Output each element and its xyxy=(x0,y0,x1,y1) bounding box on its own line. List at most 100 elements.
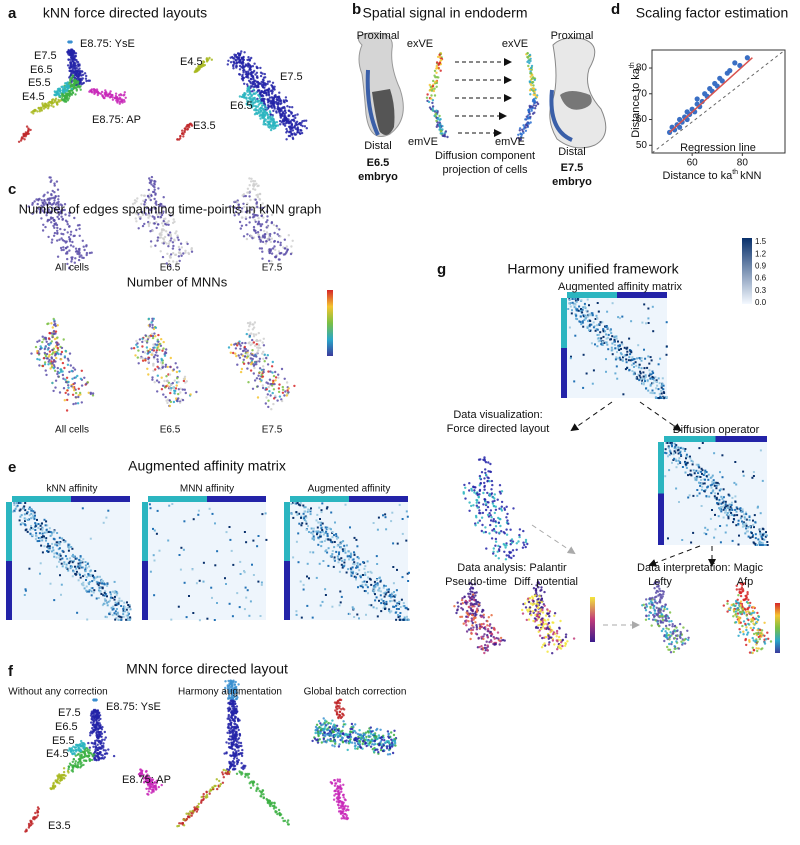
cell xyxy=(272,397,276,400)
cell xyxy=(748,651,752,654)
cell xyxy=(255,339,258,343)
cell xyxy=(534,94,537,97)
cell xyxy=(149,240,153,243)
cell xyxy=(185,380,188,383)
cell xyxy=(71,377,74,380)
cell xyxy=(653,609,657,612)
cell xyxy=(737,594,740,597)
cell xyxy=(251,71,254,75)
cell xyxy=(144,359,147,362)
cell xyxy=(505,505,508,508)
cell xyxy=(264,84,267,87)
cell xyxy=(148,323,152,326)
cell xyxy=(56,366,59,370)
cell xyxy=(162,219,165,223)
cell xyxy=(136,345,139,349)
cell xyxy=(172,251,175,255)
cell xyxy=(305,119,308,122)
cell xyxy=(436,118,439,121)
cell xyxy=(179,134,182,138)
cell xyxy=(57,375,60,378)
cell xyxy=(527,108,531,111)
cell xyxy=(149,245,153,248)
cell xyxy=(529,93,532,96)
cell xyxy=(751,609,755,613)
cell xyxy=(263,109,266,113)
cell xyxy=(84,77,88,80)
cell xyxy=(50,179,53,182)
cell xyxy=(75,74,78,78)
cell xyxy=(500,530,503,533)
cell xyxy=(82,245,85,248)
cell xyxy=(253,366,256,370)
cell xyxy=(67,765,71,769)
cell xyxy=(673,645,676,648)
cell xyxy=(227,59,230,62)
cell xyxy=(543,627,547,630)
cell xyxy=(176,234,179,237)
cell xyxy=(287,125,291,128)
cell xyxy=(526,610,530,613)
cell xyxy=(54,386,57,389)
cell xyxy=(483,646,486,650)
cell xyxy=(287,387,290,390)
cell xyxy=(65,409,69,412)
cell xyxy=(74,746,78,749)
cell xyxy=(755,617,758,620)
cell xyxy=(152,343,155,346)
cell xyxy=(269,117,272,121)
cell xyxy=(245,97,248,101)
cell xyxy=(92,698,96,702)
cell xyxy=(533,111,536,114)
cell xyxy=(71,393,75,396)
cell xyxy=(114,94,118,98)
cell xyxy=(242,193,246,196)
cell xyxy=(263,105,267,108)
cell xyxy=(464,599,467,603)
cell xyxy=(483,456,486,459)
cell xyxy=(268,80,271,83)
cell xyxy=(56,372,59,376)
cell xyxy=(284,96,288,99)
cell xyxy=(253,379,257,382)
cell xyxy=(271,247,275,250)
cell xyxy=(285,99,289,103)
cell xyxy=(41,340,44,344)
cell xyxy=(437,63,440,67)
cell xyxy=(63,203,67,206)
cell xyxy=(57,343,60,346)
cell xyxy=(85,759,88,763)
cell xyxy=(504,558,508,561)
cell xyxy=(229,754,232,757)
cell xyxy=(426,93,429,96)
cell xyxy=(679,636,682,640)
cell xyxy=(275,121,279,124)
cell xyxy=(486,644,489,647)
cell xyxy=(303,119,306,123)
cell xyxy=(50,197,53,200)
cell xyxy=(42,107,46,110)
cell xyxy=(229,351,232,354)
cell xyxy=(102,742,105,745)
cell xyxy=(64,391,67,395)
cell xyxy=(167,223,170,226)
cell xyxy=(153,381,156,384)
cell xyxy=(526,60,529,64)
cell xyxy=(678,622,682,626)
cell xyxy=(232,57,236,60)
cell xyxy=(491,483,494,487)
cell xyxy=(96,743,99,746)
cell xyxy=(487,461,490,464)
cell xyxy=(477,637,480,640)
cell xyxy=(177,255,181,258)
cell xyxy=(542,623,545,626)
cell xyxy=(259,239,263,242)
cell xyxy=(237,741,241,744)
cell xyxy=(83,72,87,75)
cell xyxy=(70,40,73,44)
cell xyxy=(146,792,149,796)
cell xyxy=(164,365,167,368)
cell xyxy=(232,67,235,70)
cell xyxy=(91,392,95,395)
cell xyxy=(61,218,64,221)
